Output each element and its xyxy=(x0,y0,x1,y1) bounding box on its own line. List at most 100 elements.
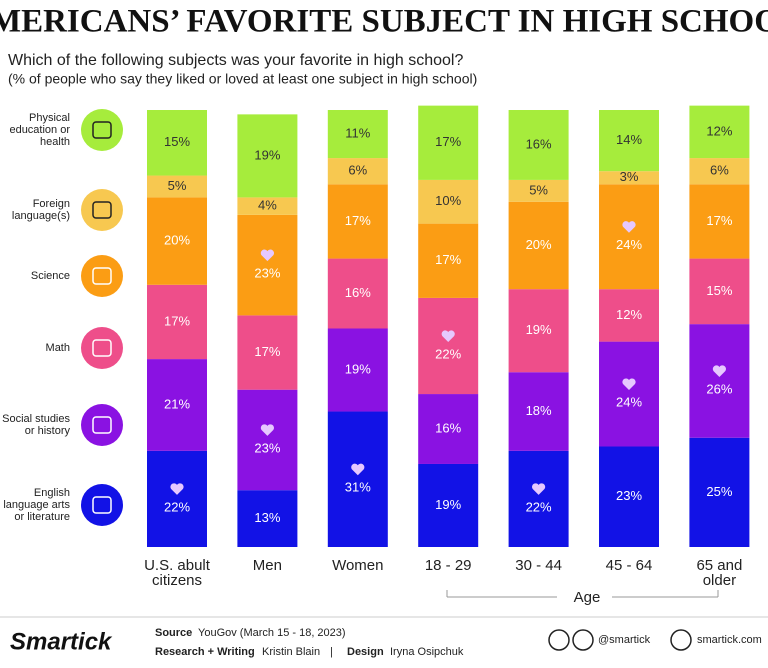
value-label: 17% xyxy=(706,213,732,228)
bar-segment xyxy=(237,389,298,491)
x-tick-label: 45 - 64 xyxy=(605,557,653,574)
value-label: 17% xyxy=(345,213,371,228)
bar-segment xyxy=(418,179,479,224)
value-label: 20% xyxy=(164,233,190,248)
bar-segment xyxy=(599,184,659,290)
footer-text: smartick.com xyxy=(697,634,762,646)
value-label: 13% xyxy=(254,510,280,525)
value-label: 14% xyxy=(616,132,642,147)
footer-label: Source xyxy=(155,627,193,639)
bar-segment xyxy=(508,201,569,290)
group-label: Age xyxy=(574,589,601,606)
value-label: 23% xyxy=(254,266,280,281)
bar-segment xyxy=(237,197,298,215)
bar-segment xyxy=(508,450,569,547)
value-label: 6% xyxy=(710,163,729,178)
legend-glyph xyxy=(92,416,112,434)
favorite-heart xyxy=(441,330,455,342)
value-label: 17% xyxy=(164,313,190,328)
legend-glyph xyxy=(92,267,112,285)
legend-glyph xyxy=(92,121,112,139)
value-label: 17% xyxy=(435,252,461,267)
favorite-heart xyxy=(531,483,546,495)
value-label: 21% xyxy=(164,396,190,411)
value-label: 5% xyxy=(529,182,548,197)
footer-label: Design xyxy=(347,646,384,658)
chart-title: AMERICANS’ FAVORITE SUBJECT IN HIGH SCHO… xyxy=(0,4,768,40)
bar-segment xyxy=(599,110,659,172)
bar-segment xyxy=(147,359,207,451)
bar-segment xyxy=(418,297,479,395)
legend-glyph xyxy=(92,496,112,514)
value-label: 24% xyxy=(616,394,642,409)
bar-segment xyxy=(147,110,207,176)
value-label: 15% xyxy=(164,134,190,149)
footer-text: @smartick xyxy=(598,634,651,646)
bar-segment xyxy=(508,179,569,202)
favorite-heart xyxy=(260,424,275,436)
value-label: 23% xyxy=(616,488,642,503)
value-label: 16% xyxy=(526,136,552,151)
legend-label: Foreign language(s) xyxy=(11,198,70,222)
bar-segment xyxy=(327,158,388,185)
bar-segment xyxy=(237,315,298,390)
bar-segment xyxy=(599,171,659,185)
bar-segment xyxy=(237,214,298,316)
value-label: 10% xyxy=(435,193,461,208)
footer-text: Kristin Blain xyxy=(262,646,321,658)
value-label: 17% xyxy=(435,134,461,149)
legend-label: Social studies or history xyxy=(2,413,70,437)
legend-icon xyxy=(81,327,123,369)
value-label: 16% xyxy=(435,420,461,435)
value-label: 6% xyxy=(348,163,367,178)
value-label: 19% xyxy=(526,322,552,337)
bar-segment xyxy=(327,258,388,329)
bar-segment xyxy=(508,110,569,180)
x-tick-label: U.S. abult citizens xyxy=(144,557,210,589)
value-label: 3% xyxy=(620,169,639,184)
icon xyxy=(548,629,570,651)
legend-icon xyxy=(81,255,123,297)
value-label: 15% xyxy=(706,283,732,298)
value-label: 25% xyxy=(706,484,732,499)
bar-segment xyxy=(599,446,659,547)
value-label: 19% xyxy=(254,147,280,162)
value-label: 19% xyxy=(435,497,461,512)
bar-segment xyxy=(689,184,750,259)
favorite-heart xyxy=(170,483,184,495)
bar-segment xyxy=(599,341,659,447)
value-label: 12% xyxy=(616,307,642,322)
value-label: 26% xyxy=(706,381,732,396)
bar-segment xyxy=(689,105,750,159)
value-label: 18% xyxy=(526,403,552,418)
legend-label: Math xyxy=(45,342,70,354)
bar-segment xyxy=(599,289,659,342)
bar-segment xyxy=(418,223,479,298)
bar-segment xyxy=(418,105,479,180)
value-label: 31% xyxy=(345,480,371,495)
legend-icon xyxy=(81,404,123,446)
value-label: 20% xyxy=(526,237,552,252)
bar-segment xyxy=(147,197,207,285)
bar-segment xyxy=(147,175,207,198)
x-tick-label: Men xyxy=(252,557,282,574)
value-label: 19% xyxy=(345,361,371,376)
bar-segment xyxy=(327,411,388,547)
x-tick-label: 18 - 29 xyxy=(424,557,472,574)
bar-segment xyxy=(689,437,750,547)
legend-glyph xyxy=(92,339,112,357)
footer-label: Research + Writing xyxy=(155,646,255,658)
value-label: 16% xyxy=(345,285,371,300)
legend-label: Science xyxy=(30,270,70,282)
bar-segment xyxy=(508,372,569,451)
value-label: 22% xyxy=(164,499,190,514)
x-tick-label: 65 and older xyxy=(696,557,743,589)
legend-label: English language arts or literature xyxy=(3,487,70,523)
value-label: 24% xyxy=(616,237,642,252)
favorite-heart xyxy=(351,463,365,476)
icon xyxy=(670,629,692,651)
footer-text: | xyxy=(330,646,333,658)
bar-segment xyxy=(147,450,207,547)
bar-segment xyxy=(689,158,750,185)
